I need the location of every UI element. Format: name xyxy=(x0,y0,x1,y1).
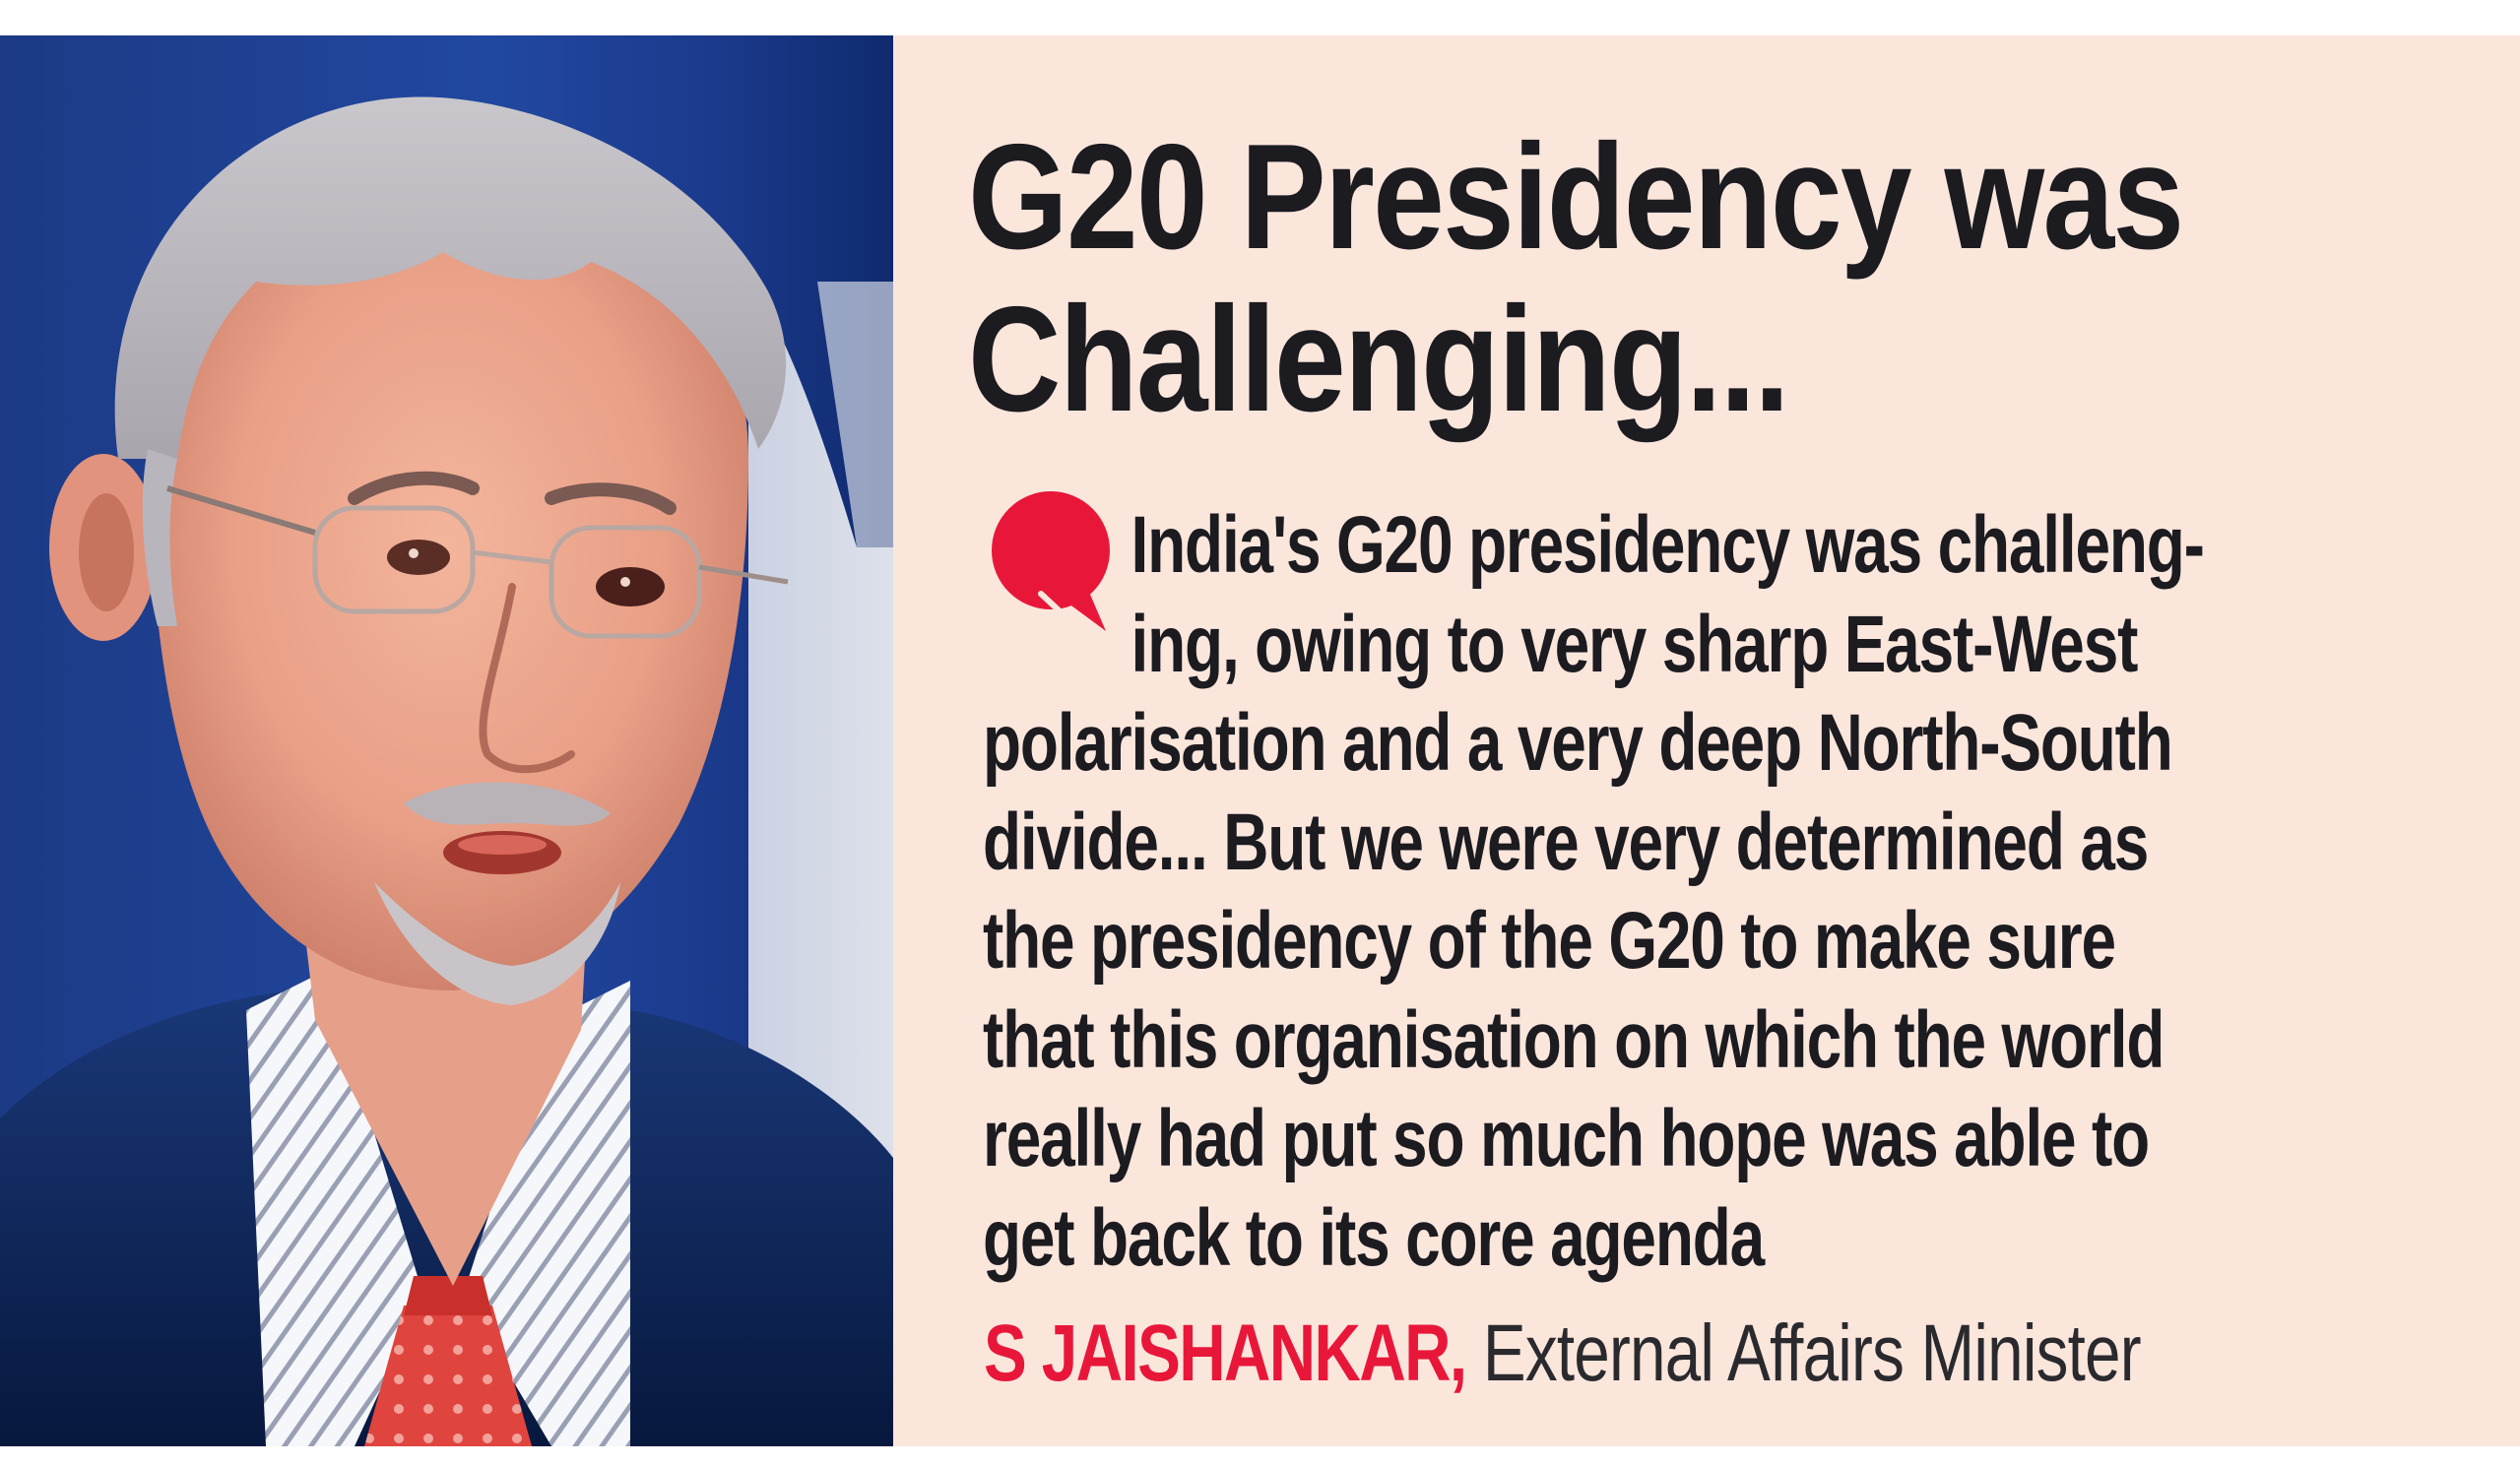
headline-line-1: G20 Presidency was xyxy=(968,113,2184,281)
headline-line-2: Challenging... xyxy=(968,276,1790,443)
quote-bubble-icon xyxy=(992,491,1110,631)
quote-line-2: ing, owing to very sharp East-West xyxy=(1131,599,2139,689)
quote-line-8: get back to its core agenda xyxy=(983,1192,1765,1283)
quote-card: G20 Presidency was Challenging... India'… xyxy=(0,35,2520,1446)
quote-line-1: India's G20 presidency was challeng- xyxy=(1131,500,2205,590)
quote-line-6: that this organisation on which the worl… xyxy=(983,994,2165,1085)
quote-body: India's G20 presidency was challeng- ing… xyxy=(983,496,2205,1288)
speaker-name: S JAISHANKAR, xyxy=(984,1308,1467,1398)
portrait-photo xyxy=(0,35,893,1446)
attribution: S JAISHANKAR, External Affairs Minister xyxy=(984,1305,2142,1403)
portrait-illustration xyxy=(0,35,893,1446)
headline: G20 Presidency was Challenging... xyxy=(968,113,2184,443)
quote-panel: G20 Presidency was Challenging... India'… xyxy=(893,35,2520,1446)
quote-line-7: really had put so much hope was able to xyxy=(983,1094,2150,1183)
quote-line-4: divide... But we were very determined as xyxy=(983,797,2149,887)
quote-line-5: the presidency of the G20 to make sure xyxy=(983,896,2116,986)
quote-line-3: polarisation and a very deep North-South xyxy=(983,698,2173,788)
speaker-role: External Affairs Minister xyxy=(1465,1308,2142,1398)
